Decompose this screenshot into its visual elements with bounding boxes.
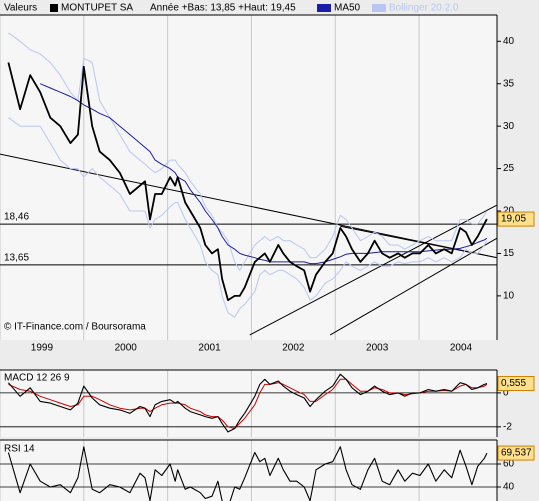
series-line [7, 373, 488, 433]
rsi-panel [0, 440, 497, 501]
last-value-badge [497, 445, 535, 461]
panel-title: MACD 12 26 9 [4, 373, 70, 384]
level-label: 18,46 [4, 212, 29, 223]
last-value-badge [497, 211, 535, 227]
x-tick-label: 2002 [282, 343, 305, 354]
trend-line [249, 204, 498, 336]
x-tick-label: 2001 [198, 343, 221, 354]
y-tick-label: 60 [503, 459, 515, 470]
y-tick-label: -2 [503, 421, 512, 432]
y-tick-label: 15 [503, 248, 515, 259]
y-tick-label: 20 [503, 206, 515, 217]
band-lower [8, 117, 488, 318]
x-tick-label: 2004 [450, 343, 473, 354]
x-tick-label: 1999 [31, 343, 54, 354]
y-tick-label: 25 [503, 163, 515, 174]
last-value-badge [497, 375, 535, 391]
macd-panel [0, 370, 497, 437]
legend-swatch [317, 4, 331, 12]
legend-label: Bollinger 20 2.0 [389, 3, 459, 14]
last-value-label: 0,555 [501, 378, 526, 389]
legend-swatch [50, 4, 58, 12]
band-upper [8, 32, 488, 271]
legend-label: MONTUPET SA [61, 3, 133, 14]
series-line [7, 62, 488, 301]
y-tick-label: 35 [503, 78, 515, 89]
x-tick-label: 2000 [115, 343, 138, 354]
y-tick-label: 0 [503, 388, 509, 399]
chart-title: Valeurs [4, 3, 37, 14]
source: © IT-Finance.com / Boursorama [4, 322, 146, 333]
y-tick-label: 40 [503, 482, 515, 493]
y-tick-label: 40 [503, 36, 515, 47]
last-value-label: 19,05 [501, 214, 526, 225]
last-value-label: 69,537 [501, 448, 532, 459]
x-tick-label: 2003 [366, 343, 389, 354]
legend-swatch [372, 4, 386, 12]
legend-label: MA50 [334, 3, 361, 14]
chart-subtitle: Année +Bas: 13,85 +Haut: 19,45 [150, 3, 296, 14]
series-line [7, 446, 488, 501]
trend-line [329, 237, 498, 336]
y-tick-label: 10 [503, 291, 515, 302]
y-tick-label: 30 [503, 121, 515, 132]
level-label: 13,65 [4, 253, 29, 264]
series-line [40, 83, 488, 265]
main-panel [0, 15, 497, 340]
trend-line [0, 153, 498, 259]
panel-title: RSI 14 [4, 444, 35, 455]
